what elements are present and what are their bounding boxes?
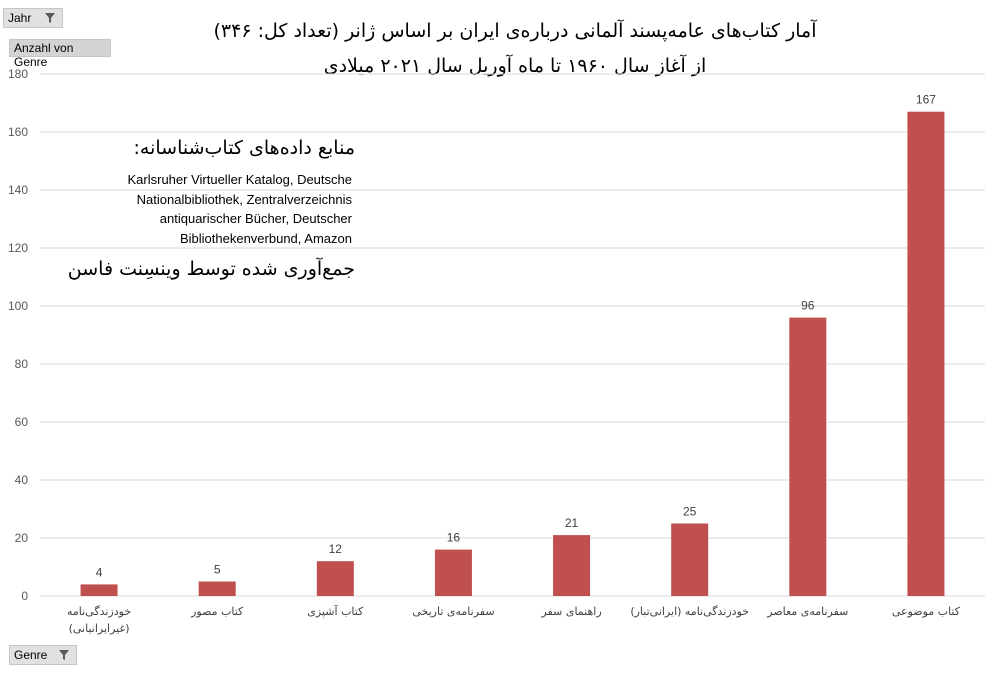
y-tick-label: 60 xyxy=(15,415,29,429)
x-tick-label: (غیرایرانیانی) xyxy=(69,622,130,635)
bar xyxy=(671,523,709,596)
data-label: 5 xyxy=(214,563,221,577)
source-line: Bibliothekenverbund, Amazon xyxy=(179,230,352,246)
y-tick-label: 20 xyxy=(15,531,29,545)
bar xyxy=(789,317,827,596)
y-tick-label: 80 xyxy=(15,357,29,371)
chart-subtitle: از آغاز سال ۱۹۶۰ تا ماه آوریل سال ۲۰۲۱ م… xyxy=(323,55,707,77)
sources-title: منابع داده‌های کتاب‌شناسانه: xyxy=(133,137,356,159)
x-tick-label: کتاب مصور xyxy=(190,605,244,618)
data-label: 4 xyxy=(96,565,103,579)
source-line: Nationalbibliothek, Zentralverzeichnis xyxy=(136,191,352,207)
chart-title: آمار کتاب‌های عامه‌پسند آلمانی درباره‌ی … xyxy=(213,20,817,42)
bar xyxy=(198,581,236,596)
y-tick-label: 0 xyxy=(21,589,28,603)
x-tick-label: کتاب موضوعی xyxy=(892,605,961,618)
x-tick-label: کتاب آشپزی xyxy=(307,604,364,618)
value-field-label: Anzahl von Genre xyxy=(14,41,74,69)
y-tick-label: 40 xyxy=(15,473,29,487)
data-label: 16 xyxy=(447,531,461,545)
y-tick-label: 140 xyxy=(8,183,28,197)
y-tick-label: 180 xyxy=(8,67,28,81)
genre-filter-label: Genre xyxy=(14,648,48,662)
x-tick-label: خودزندگی‌نامه (ایرانی‌تبار) xyxy=(630,605,749,618)
x-tick-label: خودزندگی‌نامه xyxy=(67,605,131,618)
value-field-button[interactable]: Anzahl von Genre xyxy=(9,39,111,69)
data-label: 96 xyxy=(801,299,815,313)
bar xyxy=(434,549,472,596)
y-tick-label: 100 xyxy=(8,299,28,313)
year-filter-label: Jahr xyxy=(8,11,32,25)
x-tick-label: راهنمای سفر xyxy=(540,605,601,618)
filter-icon[interactable] xyxy=(56,647,72,663)
data-label: 25 xyxy=(683,505,697,519)
data-label: 167 xyxy=(916,93,936,107)
bar xyxy=(907,111,945,596)
source-line: Karlsruher Virtueller Katalog, Deutsche xyxy=(127,172,353,187)
data-label: 21 xyxy=(565,516,579,530)
genre-filter-button[interactable]: Genre xyxy=(9,645,77,665)
year-filter-button[interactable]: Jahr xyxy=(3,8,63,28)
y-tick-label: 120 xyxy=(8,241,28,255)
source-line: antiquarischer Bücher, Deutscher xyxy=(159,211,352,226)
filter-icon[interactable] xyxy=(42,10,58,26)
bar xyxy=(553,535,591,596)
bar xyxy=(80,584,118,596)
sources-list: Karlsruher Virtueller Katalog, Deutsche … xyxy=(60,170,353,248)
data-label: 12 xyxy=(329,542,343,556)
x-tick-label: سفرنامه‌ی تاریخی xyxy=(412,605,494,618)
bar xyxy=(316,561,354,596)
credit-text: جمع‌آوری شده توسط وینسِنت فاسن xyxy=(67,258,355,280)
y-tick-label: 160 xyxy=(8,125,28,139)
x-tick-label: سفرنامه‌ی معاصر xyxy=(766,605,848,618)
